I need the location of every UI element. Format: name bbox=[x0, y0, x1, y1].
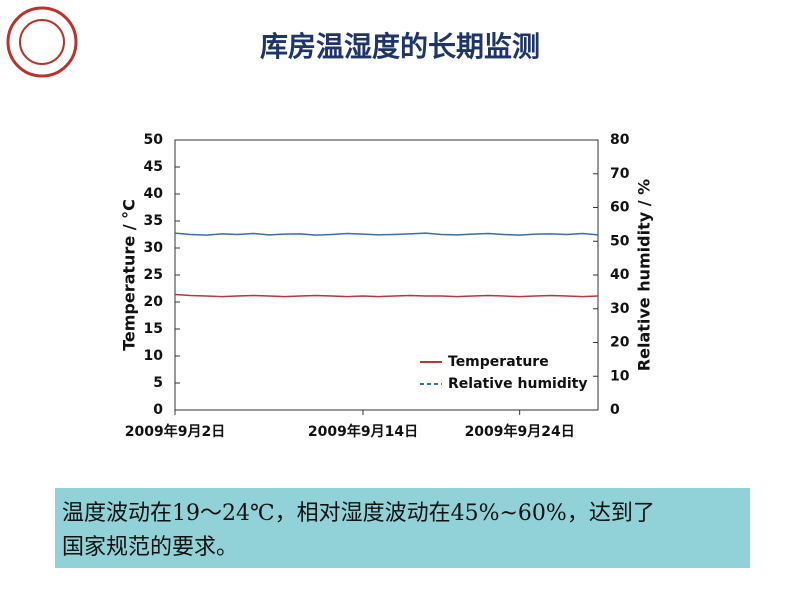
y2-tick-label: 10 bbox=[610, 368, 630, 384]
y2-tick-label: 80 bbox=[610, 132, 630, 148]
data-line bbox=[174, 293, 599, 298]
y-tick-label: 35 bbox=[144, 213, 163, 229]
x-tick-label: 2009年9月24日 bbox=[465, 423, 575, 440]
logo-inner bbox=[19, 19, 65, 65]
slide-title: 库房温湿度的长期监测 bbox=[260, 30, 540, 63]
y-tick-label: 20 bbox=[144, 294, 164, 310]
y-tick-label: 45 bbox=[144, 159, 163, 175]
y2-tick-label: 70 bbox=[610, 166, 630, 182]
legend-label: Temperature bbox=[448, 354, 549, 370]
y-tick-label: 25 bbox=[144, 267, 163, 283]
y2-axis-label: Relative humidity / % bbox=[635, 179, 654, 371]
legend-label: Relative humidity bbox=[448, 376, 587, 392]
y-tick-label: 15 bbox=[144, 321, 163, 337]
y2-tick-label: 30 bbox=[610, 301, 630, 317]
y2-tick-label: 50 bbox=[610, 233, 630, 249]
y-tick-label: 30 bbox=[144, 240, 164, 256]
y2-tick-label: 60 bbox=[610, 200, 630, 216]
x-tick-label: 2009年9月14日 bbox=[308, 423, 418, 440]
data-line bbox=[174, 232, 599, 236]
y2-tick-label: 20 bbox=[610, 335, 630, 351]
logo bbox=[6, 6, 78, 78]
y-tick-label: 40 bbox=[144, 186, 164, 202]
caption-line: 国家规范的要求。 bbox=[62, 535, 238, 560]
x-tick-label: 2009年9月2日 bbox=[125, 423, 225, 440]
y-axis-label: Temperature / °C bbox=[120, 199, 139, 351]
y2-tick-label: 0 bbox=[610, 402, 620, 418]
y-tick-label: 10 bbox=[144, 348, 164, 364]
y2-tick-label: 40 bbox=[610, 267, 630, 283]
y-tick-label: 5 bbox=[153, 375, 163, 391]
y-tick-label: 0 bbox=[153, 402, 163, 418]
caption-line: 温度波动在19～24℃，相对湿度波动在45%~60%，达到了 bbox=[62, 501, 655, 526]
caption-box bbox=[55, 488, 750, 568]
y-tick-label: 50 bbox=[144, 132, 164, 148]
